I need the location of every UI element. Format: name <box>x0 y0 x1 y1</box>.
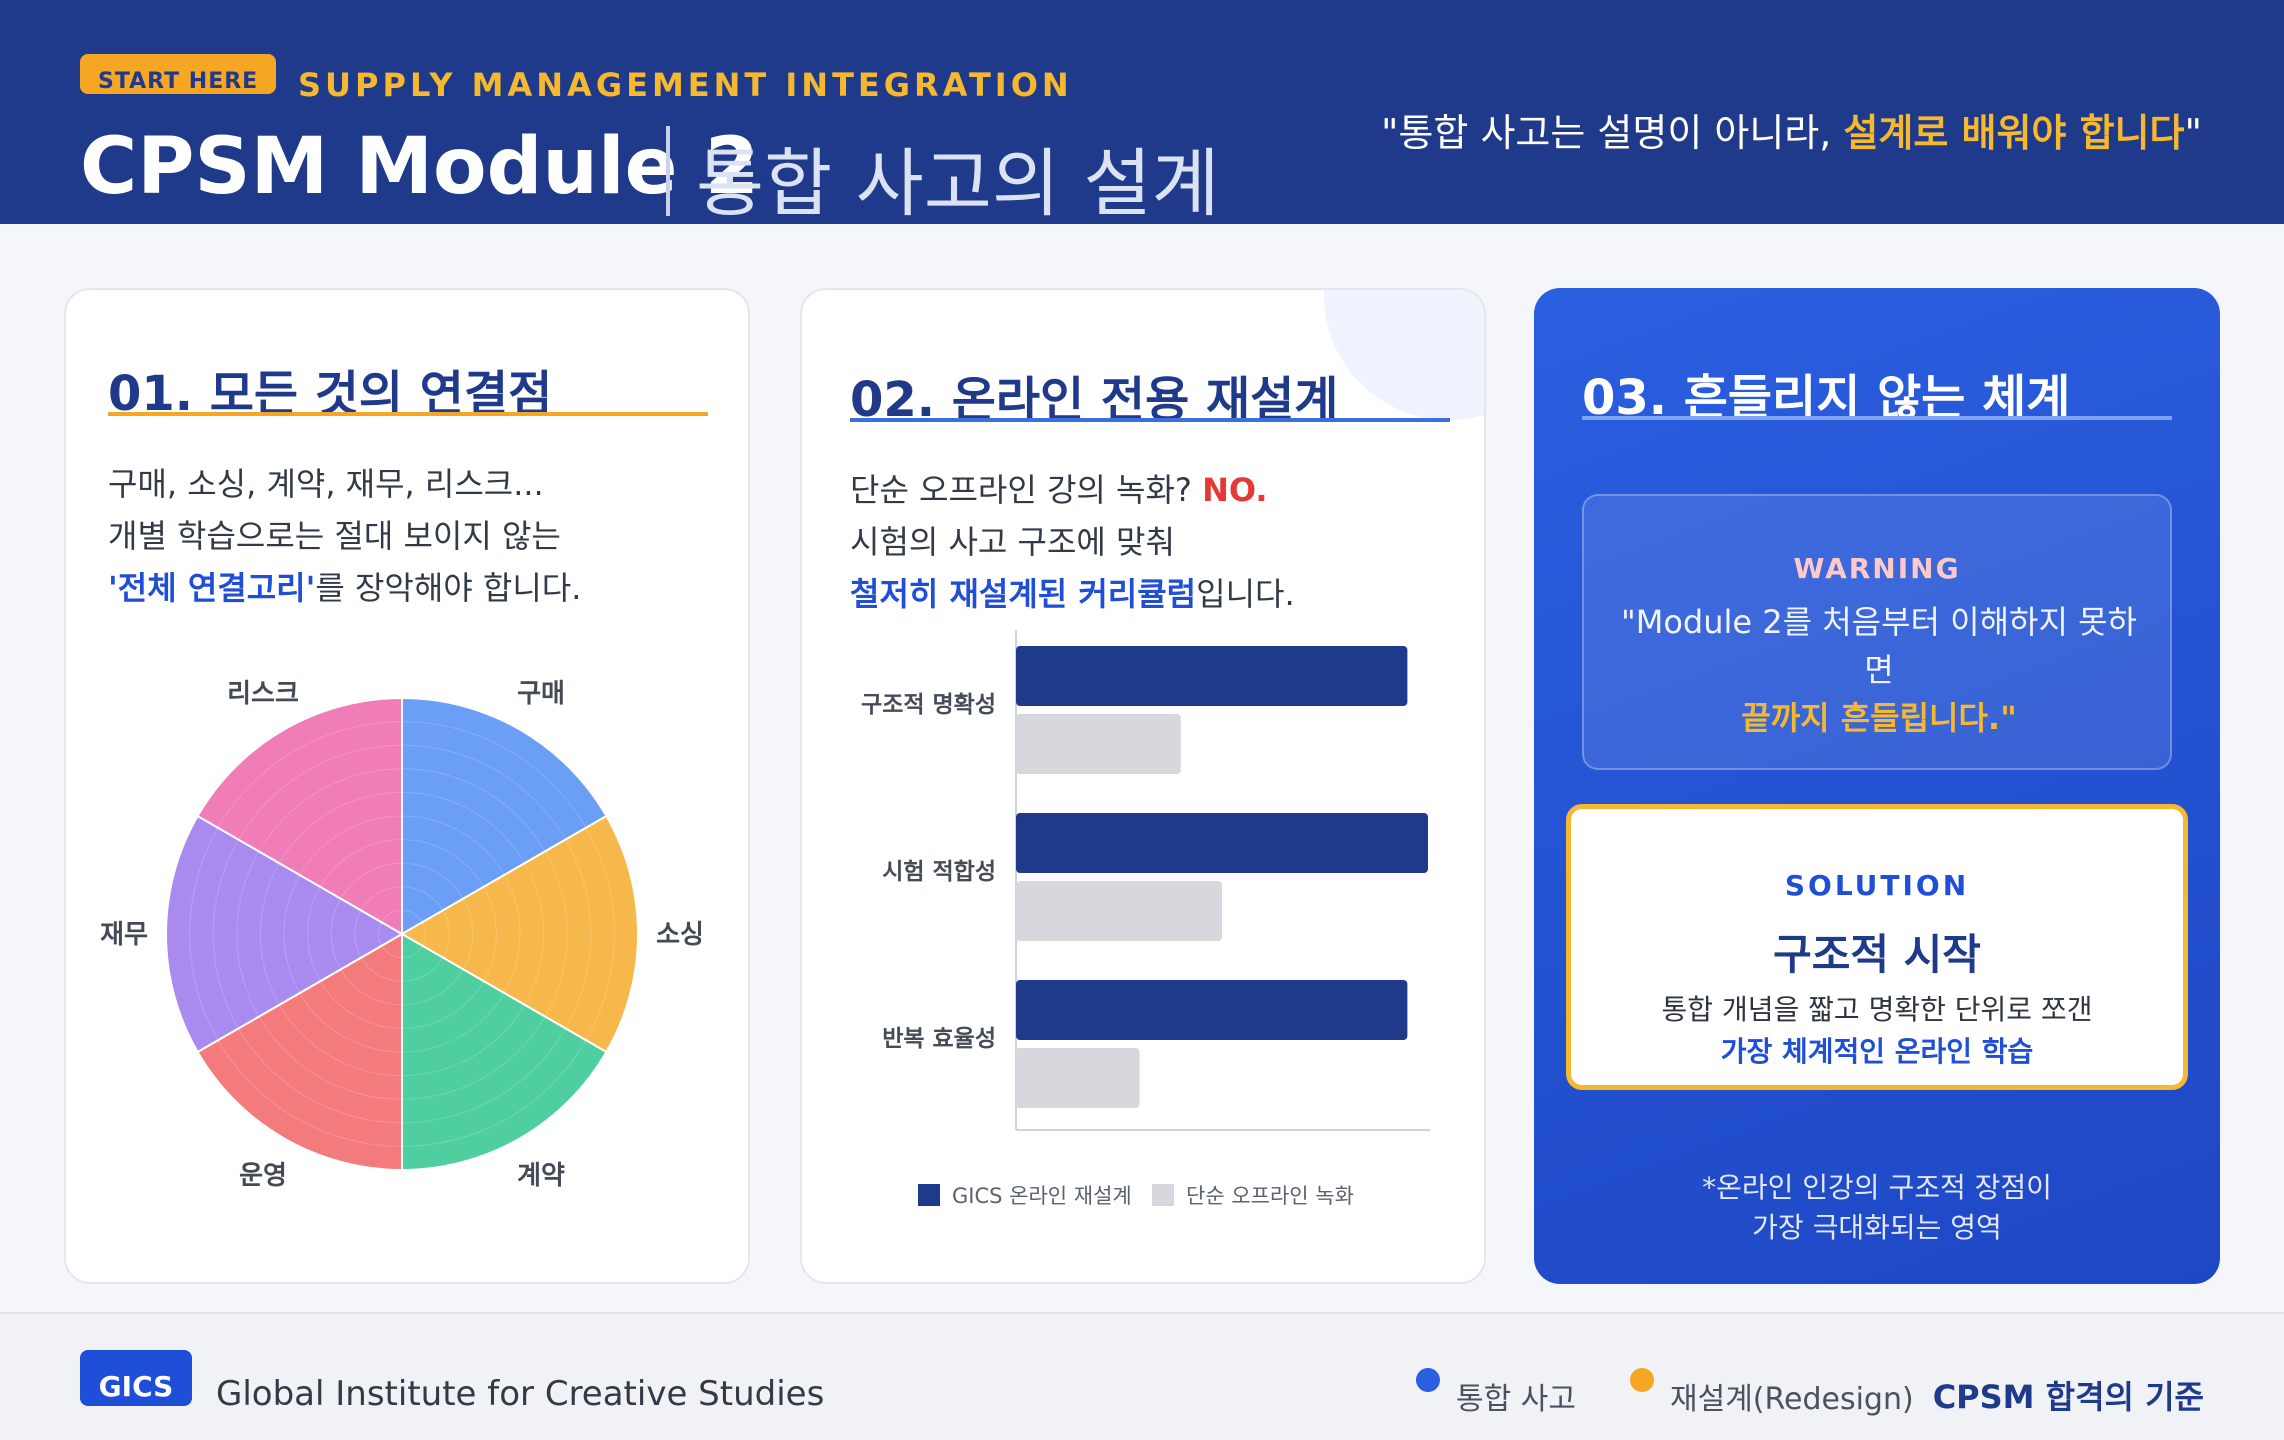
page-title: CPSM Module 2 <box>80 122 759 212</box>
legend-integration: 통합 사고 <box>1456 1382 1576 1417</box>
footer-tagline: CPSM 합격의 기준 <box>1932 1378 2204 1416</box>
legend-dot-redesign <box>1630 1368 1654 1392</box>
bar-category-label-0: 구조적 명확성 <box>861 692 996 718</box>
decorative-circle <box>1324 290 1484 420</box>
legend-swatch-1 <box>1152 1184 1174 1206</box>
bar-2-1 <box>1016 1048 1140 1108</box>
card2-line1: 단순 오프라인 강의 녹화? NO. <box>850 464 1470 516</box>
card3-title-underline <box>1582 416 2172 420</box>
solution-title: 구조적 시작 <box>1773 930 1981 979</box>
title-divider <box>666 126 670 216</box>
card-system: 03. 흔들리지 않는 체계 WARNING "Module 2를 처음부터 이… <box>1534 288 2220 1284</box>
card1-title-underline <box>108 412 708 416</box>
quote-highlight: 설계로 배워야 합니다 <box>1843 111 2185 155</box>
bar-category-label-1: 시험 적합성 <box>882 859 996 885</box>
legend-redesign: 재설계(Redesign) <box>1670 1382 1914 1417</box>
warning-body: "Module 2를 처음부터 이해하지 못하면 <box>1621 603 2137 689</box>
page-subtitle: 통합 사고의 설계 <box>696 141 1220 227</box>
bar-1-0 <box>1016 813 1428 873</box>
card1-line2: 개별 학습으로는 절대 보이지 않는 <box>108 517 561 555</box>
start-here-badge: START HERE <box>80 54 277 94</box>
pie-grid-ring <box>377 909 427 959</box>
pie-grid-ring <box>354 886 450 982</box>
pie-slice-4 <box>165 814 405 1054</box>
bar-0-1 <box>1016 714 1181 774</box>
pie-grid-ring <box>236 768 568 1100</box>
pie-slice-1 <box>399 814 639 1054</box>
bar-2-0 <box>1016 980 1408 1040</box>
card3-note: *온라인 인강의 구조적 장점이 가장 극대화되는 영역 <box>1534 1168 2220 1248</box>
institute-name: Global Institute for Creative Studies <box>216 1374 825 1414</box>
solution-label: SOLUTION <box>1784 869 1970 902</box>
quote-suffix: " <box>2184 111 2202 155</box>
pie-grid-ring <box>330 862 474 1006</box>
warning-label: WARNING <box>1793 552 1961 585</box>
card1-line3-rest: 를 장악해야 합니다. <box>315 569 582 607</box>
card2-no: NO. <box>1202 471 1268 509</box>
pie-label-1: 소싱 <box>656 920 704 950</box>
warning-highlight: 끝까지 흔들립니다." <box>1741 699 2017 737</box>
pie-slice-3 <box>196 932 403 1172</box>
card2-line3: 철저히 재설계된 커리큘럼입니다. <box>850 568 1470 620</box>
pie-grid-ring <box>189 721 615 1147</box>
footer: GICS Global Institute for Creative Studi… <box>0 1312 2284 1440</box>
pie-grid-ring <box>283 815 521 1053</box>
legend-dot-integration <box>1416 1368 1440 1392</box>
legend-label-0: GICS 온라인 재설계 <box>952 1184 1132 1208</box>
gics-logo-badge: GICS <box>80 1350 192 1406</box>
header-kicker: SUPPLY MANAGEMENT INTEGRATION <box>298 66 1073 104</box>
card2-line3-rest: 입니다. <box>1196 575 1295 613</box>
card1-highlight: '전체 연결고리' <box>108 569 316 607</box>
header-quote: "통합 사고는 설명이 아니라, 설계로 배워야 합니다" <box>1381 102 2202 157</box>
card-connection: 01. 모든 것의 연결점 구매, 소싱, 계약, 재무, 리스크... 개별 … <box>64 288 750 1284</box>
note-line1: *온라인 인강의 구조적 장점이 <box>1702 1171 2052 1204</box>
pie-slice-5 <box>196 696 403 936</box>
pie-label-3: 운영 <box>239 1161 287 1191</box>
pie-label-4: 재무 <box>100 920 148 950</box>
header: START HERE SUPPLY MANAGEMENT INTEGRATION… <box>0 0 2284 227</box>
card-redesign: 02. 온라인 전용 재설계 단순 오프라인 강의 녹화? NO. 시험의 사고… <box>800 288 1486 1284</box>
solution-highlight: 가장 체계적인 온라인 학습 <box>1720 1035 2034 1068</box>
note-line2: 가장 극대화되는 영역 <box>1752 1211 2002 1244</box>
pie-slice-2 <box>401 932 608 1172</box>
pie-label-2: 계약 <box>517 1161 565 1191</box>
bar-0-0 <box>1016 646 1408 706</box>
pie-grid-ring <box>212 744 592 1124</box>
card2-line2: 시험의 사고 구조에 맞춰 <box>850 523 1175 561</box>
bar-category-label-2: 반복 효율성 <box>882 1026 996 1052</box>
card1-line3: '전체 연결고리'를 장악해야 합니다. <box>108 562 728 614</box>
pie-grid-ring <box>259 791 545 1077</box>
legend-label-1: 단순 오프라인 녹화 <box>1186 1184 1354 1208</box>
pie-slice-0 <box>401 696 608 936</box>
bar-1-1 <box>1016 881 1222 941</box>
pie-grid-ring <box>307 839 497 1029</box>
card1-line1: 구매, 소싱, 계약, 재무, 리스크... <box>108 465 544 503</box>
pie-label-5: 리스크 <box>227 679 299 709</box>
solution-body: 통합 개념을 짧고 명확한 단위로 쪼갠 <box>1661 993 2093 1026</box>
quote-prefix: "통합 사고는 설명이 아니라, <box>1380 111 1844 155</box>
card2-line1-prefix: 단순 오프라인 강의 녹화? <box>850 471 1203 509</box>
card2-highlight: 철저히 재설계된 커리큘럼 <box>850 575 1197 613</box>
card2-title-underline <box>850 418 1450 422</box>
legend-swatch-0 <box>918 1184 940 1206</box>
card2-body: 단순 오프라인 강의 녹화? NO. 시험의 사고 구조에 맞춰 철저히 재설계… <box>850 464 1470 620</box>
card1-body: 구매, 소싱, 계약, 재무, 리스크... 개별 학습으로는 절대 보이지 않… <box>108 458 728 614</box>
pie-label-0: 구매 <box>517 679 565 709</box>
